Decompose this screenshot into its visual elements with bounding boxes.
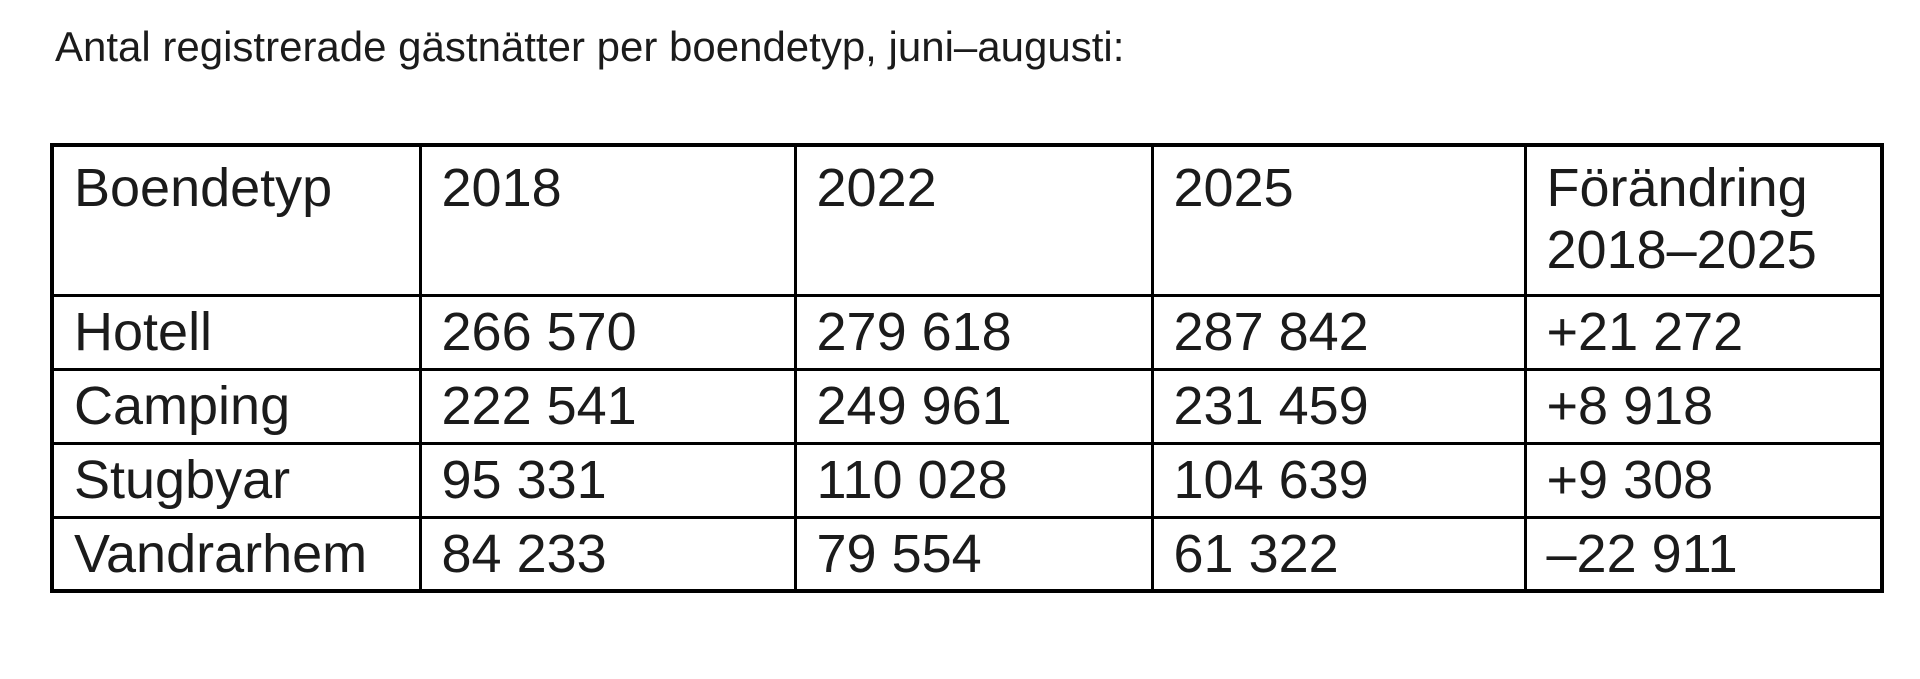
guest-nights-table: Boendetyp 2018 2022 2025 Förändring 2018… [50,143,1884,593]
cell-boendetyp: Hotell [50,293,422,371]
table-row-vandrarhem: Vandrarhem 84 233 79 554 61 322 –22 911 [50,515,1884,593]
table-row-hotell: Hotell 266 570 279 618 287 842 +21 272 [50,293,1884,371]
cell-forandring: +21 272 [1523,293,1884,371]
cell-2018: 266 570 [418,293,797,371]
cell-boendetyp: Vandrarhem [50,515,422,593]
cell-forandring: +9 308 [1523,441,1884,519]
table-row-camping: Camping 222 541 249 961 231 459 +8 918 [50,367,1884,445]
cell-2022: 110 028 [793,441,1154,519]
cell-forandring: –22 911 [1523,515,1884,593]
cell-2025: 61 322 [1150,515,1527,593]
cell-2025: 231 459 [1150,367,1527,445]
column-header-forandring-line2: 2018–2025 [1546,220,1817,281]
page-title: Antal registrerade gästnätter per boende… [55,23,1125,70]
column-header-2022: 2022 [793,143,1154,297]
cell-2022: 279 618 [793,293,1154,371]
cell-2022: 79 554 [793,515,1154,593]
column-header-forandring: Förändring 2018–2025 [1523,143,1884,297]
cell-2018: 84 233 [418,515,797,593]
cell-2022: 249 961 [793,367,1154,445]
cell-boendetyp: Camping [50,367,422,445]
cell-2025: 104 639 [1150,441,1527,519]
column-header-boendetyp: Boendetyp [50,143,422,297]
cell-2018: 222 541 [418,367,797,445]
cell-2018: 95 331 [418,441,797,519]
cell-forandring: +8 918 [1523,367,1884,445]
cell-2025: 287 842 [1150,293,1527,371]
table-header-row: Boendetyp 2018 2022 2025 Förändring 2018… [50,143,1884,297]
column-header-2018: 2018 [418,143,797,297]
column-header-2025: 2025 [1150,143,1527,297]
cell-boendetyp: Stugbyar [50,441,422,519]
table-row-stugbyar: Stugbyar 95 331 110 028 104 639 +9 308 [50,441,1884,519]
column-header-forandring-line1: Förändring [1546,158,1808,218]
